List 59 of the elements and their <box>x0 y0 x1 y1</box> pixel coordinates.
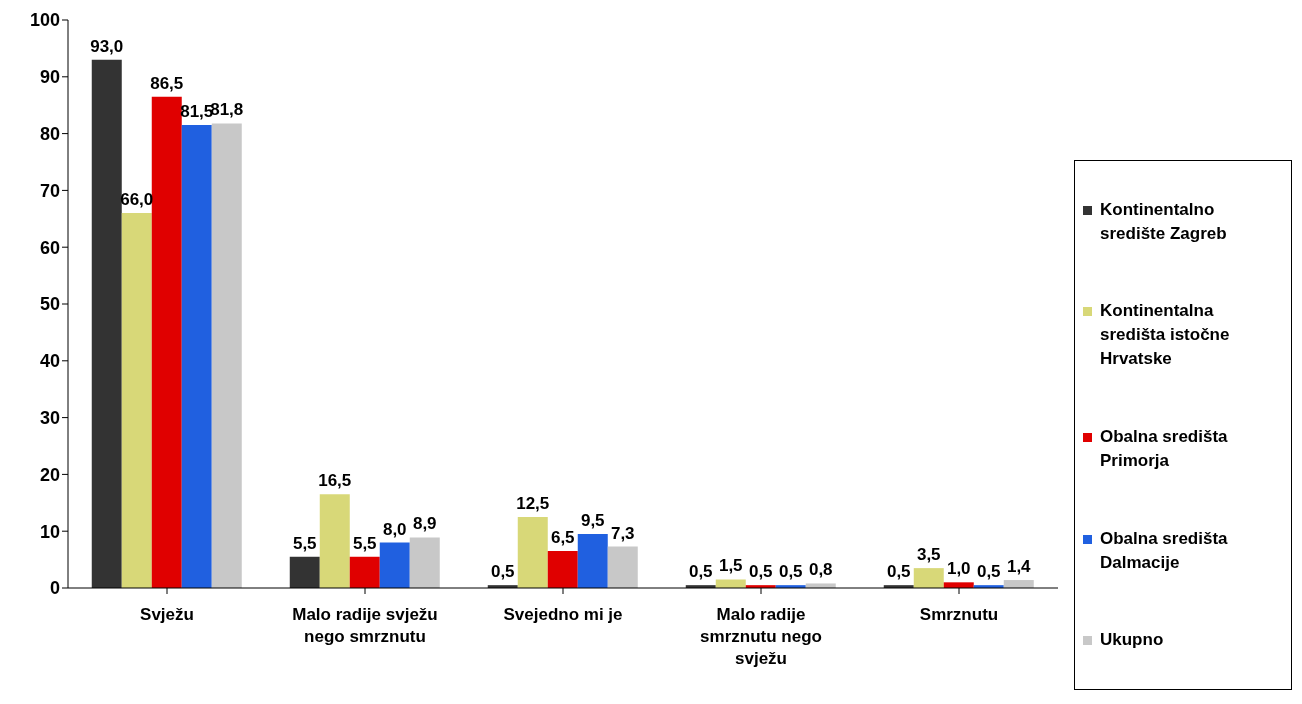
x-tick-label: Svejedno mi je <box>503 605 623 624</box>
legend-label: Obalna središta Primorja <box>1100 426 1229 472</box>
data-label: 1,5 <box>718 556 743 576</box>
data-label: 5,5 <box>352 533 377 553</box>
bar <box>577 534 608 588</box>
bar <box>547 551 578 588</box>
legend-label: Kontinentalno središte Zagreb <box>1100 198 1228 245</box>
y-tick-label: 50 <box>39 294 60 315</box>
data-label: 0,5 <box>976 562 1001 582</box>
bar <box>151 96 182 588</box>
data-label: 1,0 <box>946 559 971 579</box>
y-tick-label: 80 <box>39 123 60 144</box>
data-label: 12,5 <box>516 494 550 513</box>
bar <box>715 579 746 588</box>
y-tick-label: 70 <box>39 180 60 201</box>
y-tick-label: 0 <box>49 578 60 599</box>
bar <box>289 556 320 588</box>
data-label: 0,5 <box>778 562 803 582</box>
data-label: 0,5 <box>886 562 911 582</box>
y-tick-label: 40 <box>39 351 60 372</box>
bar <box>319 494 350 588</box>
bar <box>211 123 242 588</box>
y-tick-label: 20 <box>39 464 60 485</box>
data-label: 5,5 <box>292 533 317 553</box>
data-label: 6,5 <box>550 528 575 548</box>
y-tick-label: 100 <box>29 10 60 31</box>
data-label: 3,5 <box>916 545 941 565</box>
data-label: 16,5 <box>318 471 352 491</box>
bar <box>379 542 410 588</box>
data-label: 0,5 <box>490 562 515 582</box>
data-label: 7,3 <box>610 523 635 543</box>
bar <box>91 59 122 588</box>
data-label: 8,0 <box>382 519 407 539</box>
x-tick-label: Smrznutu <box>919 605 999 624</box>
data-label: 93,0 <box>90 36 124 56</box>
data-label: 1,4 <box>1006 557 1032 577</box>
data-label: 86,5 <box>150 73 184 93</box>
bar <box>913 568 944 588</box>
legend-label: Kontinentalna središta istočne Hrvatske <box>1100 300 1231 371</box>
y-tick-label: 30 <box>39 407 60 428</box>
x-tick-label: Malo radije svježu nego smrznutu <box>292 605 438 646</box>
data-label: 0,8 <box>808 560 833 580</box>
y-tick-label: 10 <box>39 521 60 542</box>
bar <box>121 213 152 588</box>
y-tick-label: 60 <box>39 237 60 258</box>
data-label: 9,5 <box>580 511 605 531</box>
legend-label: Ukupno <box>1100 629 1164 652</box>
data-label: 0,5 <box>688 562 713 582</box>
x-tick-label: Svježu <box>140 605 194 624</box>
data-label: 8,9 <box>412 514 437 534</box>
bar <box>517 517 548 588</box>
bar <box>181 125 212 588</box>
bar <box>349 556 380 588</box>
bar <box>409 537 440 588</box>
data-label: 0,5 <box>748 562 773 582</box>
legend-label: Obalna središta Dalmacije <box>1100 527 1229 574</box>
x-tick-label: Malo radije smrznutu nego svježu <box>700 605 822 668</box>
bar <box>607 546 638 588</box>
y-tick-label: 90 <box>39 67 60 88</box>
